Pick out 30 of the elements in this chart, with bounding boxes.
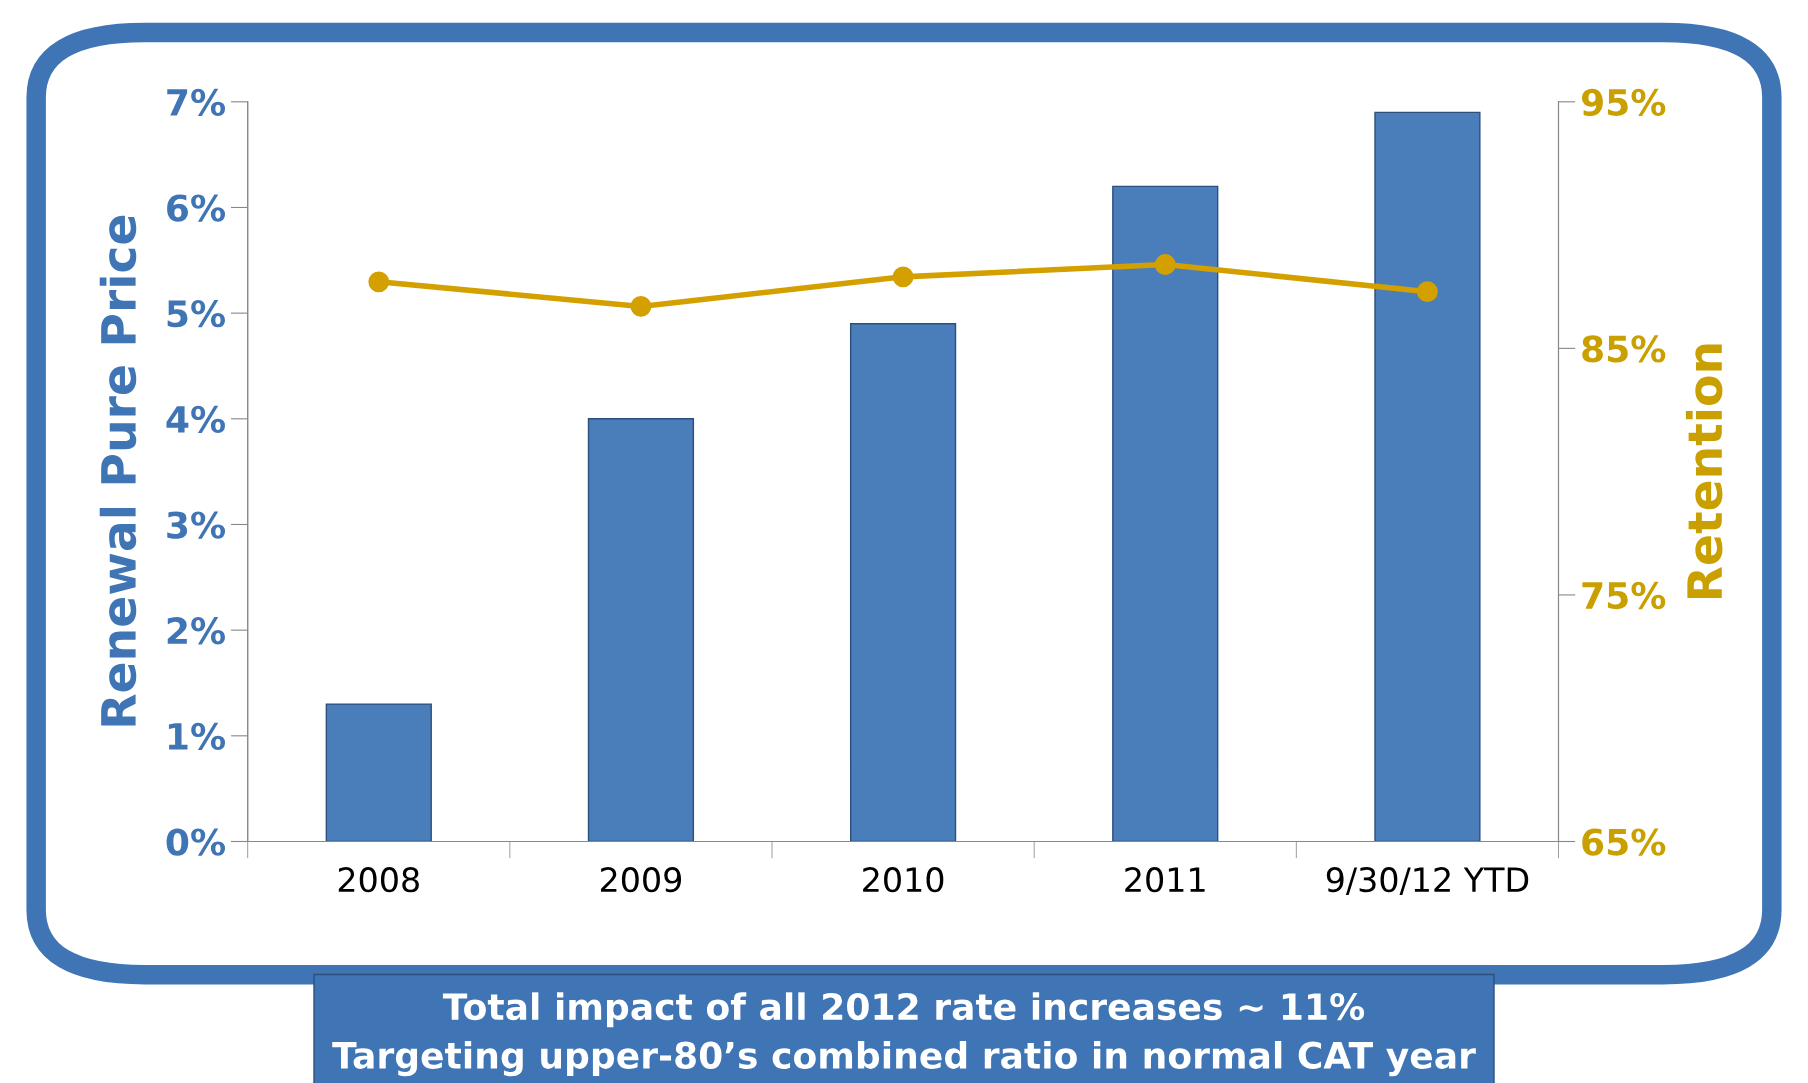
y-tick-label: 4%	[166, 405, 226, 434]
x-tick-label: 9/30/12 YTD	[1326, 867, 1529, 895]
bar	[1374, 111, 1481, 842]
text: Total impact of all 2012 rate increases ~ 11% Targeting upper-80’s combined ratio in normal CAT year	[332, 992, 1476, 1077]
bar	[587, 418, 695, 842]
y-axis-title: Renewal Pure Price	[99, 215, 137, 726]
bar	[325, 703, 432, 842]
y2-tick-label: 85%	[1582, 335, 1666, 363]
y-tick-label: 0%	[166, 828, 226, 856]
x-tick-label: 2011	[1125, 867, 1205, 893]
point	[368, 271, 390, 293]
y-tick-label: 2%	[167, 617, 226, 645]
x-tick-label: 2008	[338, 867, 419, 893]
point	[630, 296, 652, 317]
y-tick-label: 6%	[167, 194, 226, 222]
x-tick-label: 2010	[863, 867, 944, 893]
y2-tick-label: 65%	[1582, 828, 1666, 856]
y-tick-label: 1%	[168, 722, 226, 751]
point	[892, 266, 914, 288]
x-tick-label: 2009	[600, 867, 682, 893]
y-tick-label: 7%	[167, 88, 226, 117]
point	[1154, 254, 1176, 275]
bar	[849, 323, 957, 842]
y-tick-label: 5%	[167, 300, 226, 328]
bar	[1112, 185, 1219, 842]
y-tick-label: 3%	[167, 511, 226, 539]
point	[1416, 281, 1438, 303]
y2-tick-label: 75%	[1582, 581, 1666, 610]
y2-tick-label: 95%	[1581, 88, 1666, 117]
y2-axis-title: Retention	[1685, 344, 1723, 599]
